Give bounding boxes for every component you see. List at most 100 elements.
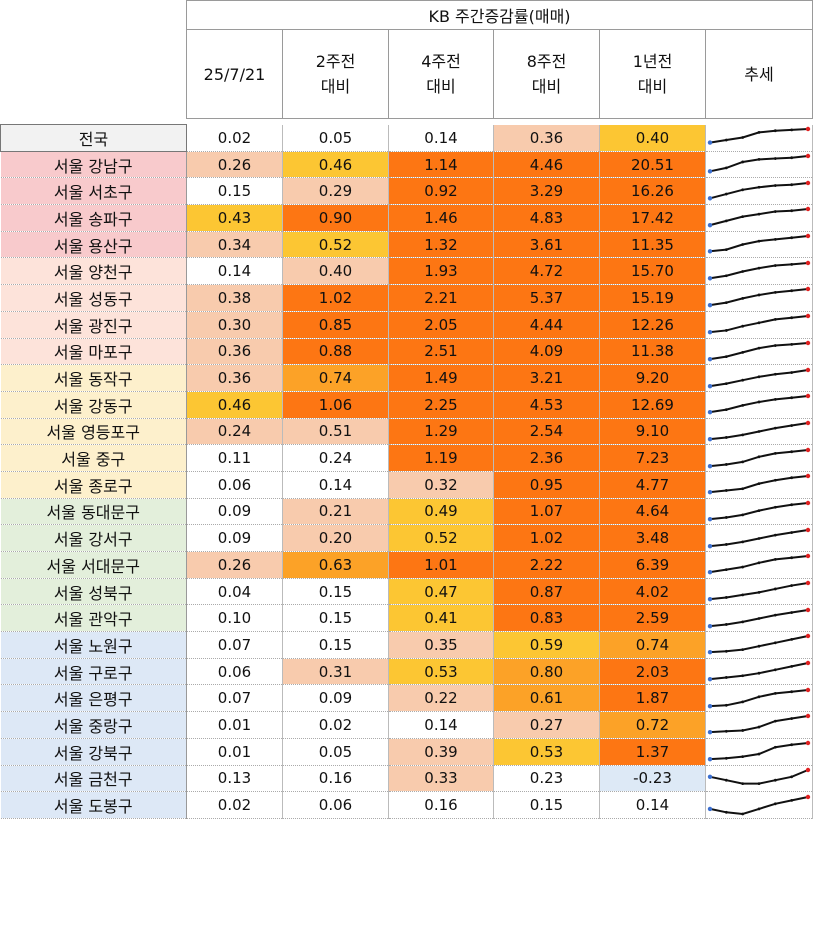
- value-cell: 4.46: [493, 151, 600, 179]
- value-cell: 0.22: [388, 684, 494, 713]
- trend-line: [709, 341, 809, 360]
- trend-line: [709, 395, 809, 414]
- trend-end-point: [805, 180, 811, 185]
- value-cell: 5.37: [493, 284, 600, 312]
- value-cell: 0.74: [282, 364, 389, 392]
- trend-point: [757, 346, 761, 350]
- trend-start-point: [707, 330, 713, 335]
- trend-point: [773, 343, 777, 347]
- value-cell: 0.32: [388, 471, 494, 499]
- trend-end-point: [805, 740, 811, 746]
- trend-point: [790, 342, 794, 346]
- trend-point: [741, 160, 745, 164]
- value-cell: 2.05: [388, 311, 494, 339]
- value-cell: 0.10: [186, 604, 283, 633]
- trend-point: [773, 398, 777, 402]
- trend-point: [790, 717, 794, 721]
- trend-sparkline: [707, 394, 811, 415]
- trend-point: [724, 810, 728, 814]
- trend-point: [757, 454, 761, 458]
- trend-sparkline-cell: [705, 231, 813, 259]
- trend-point: [790, 556, 794, 560]
- trend-point: [724, 274, 728, 277]
- trend-sparkline: [707, 580, 811, 602]
- trend-end-point: [805, 474, 811, 479]
- value-cell: 0.05: [282, 738, 389, 766]
- value-cell: 0.20: [282, 524, 389, 552]
- trend-end-point: [805, 233, 811, 239]
- value-cell: 1.46: [388, 204, 494, 232]
- trend-point: [724, 248, 728, 252]
- trend-end-point: [805, 126, 811, 132]
- trend-point: [773, 451, 777, 455]
- region-name: 서울 은평구: [0, 684, 187, 713]
- value-cell: 0.52: [282, 231, 389, 259]
- trend-point: [790, 128, 794, 132]
- column-header-line2: 대비: [320, 77, 351, 96]
- trend-start-point: [707, 463, 713, 468]
- trend-end-point: [805, 500, 811, 506]
- trend-point: [773, 801, 777, 805]
- trend-end-point: [805, 714, 811, 719]
- trend-sparkline: [707, 126, 811, 145]
- column-header-2: 4주전 대비: [388, 29, 494, 119]
- trend-sparkline-cell: [705, 444, 813, 472]
- region-name: 서울 마포구: [0, 338, 187, 366]
- trend-point: [757, 509, 761, 513]
- value-cell: 0.14: [282, 471, 389, 499]
- value-cell: 0.14: [388, 124, 494, 152]
- trend-sparkline-cell: [705, 631, 813, 659]
- trend-sparkline: [707, 313, 811, 335]
- region-name: 서울 강서구: [0, 524, 187, 552]
- column-header-1: 2주전 대비: [282, 29, 389, 119]
- trend-point: [773, 613, 777, 617]
- table-row: 서울 동대문구 0.09 0.21 0.49 1.07 4.64: [0, 498, 813, 526]
- value-cell: 0.15: [493, 791, 600, 819]
- trend-sparkline: [707, 207, 811, 228]
- trend-start-point: [707, 543, 713, 549]
- trend-point: [741, 540, 745, 543]
- trend-point: [724, 778, 728, 782]
- trend-sparkline: [707, 340, 811, 362]
- trend-point: [790, 503, 794, 507]
- trend-start-point: [707, 516, 713, 522]
- value-cell: 4.09: [493, 338, 600, 366]
- value-cell: 0.46: [282, 151, 389, 179]
- trend-sparkline: [707, 740, 811, 762]
- trend-end-point: [805, 394, 811, 399]
- value-cell: 2.59: [599, 604, 706, 633]
- value-cell: 9.10: [599, 418, 706, 446]
- value-cell: 12.26: [599, 311, 706, 339]
- trend-point: [757, 482, 761, 486]
- trend-point: [724, 192, 728, 196]
- value-cell: 0.14: [186, 257, 283, 286]
- region-name: 서울 동대문구: [0, 498, 187, 526]
- trend-sparkline: [707, 687, 811, 709]
- trend-point: [741, 812, 745, 815]
- trend-sparkline-cell: [705, 791, 813, 819]
- trend-point: [757, 671, 761, 675]
- value-cell: 0.02: [186, 791, 283, 819]
- region-name: 서울 영등포구: [0, 418, 187, 446]
- trend-point: [757, 561, 761, 565]
- table-row: 서울 동작구 0.36 0.74 1.49 3.21 9.20: [0, 364, 813, 392]
- trend-line: [709, 635, 809, 654]
- trend-start-point: [707, 303, 713, 308]
- value-cell: 2.21: [388, 284, 494, 312]
- trend-point: [741, 378, 745, 382]
- region-name: 서울 강북구: [0, 738, 187, 766]
- trend-point: [757, 131, 761, 134]
- trend-sparkline-cell: [705, 738, 813, 766]
- region-name: 서울 양천구: [0, 257, 187, 286]
- value-cell: 0.72: [599, 711, 706, 739]
- value-cell: 0.14: [388, 711, 494, 739]
- trend-end-point: [805, 340, 811, 346]
- value-cell: 2.51: [388, 338, 494, 366]
- table-row: 서울 금천구 0.13 0.16 0.33 0.23 -0.23: [0, 765, 813, 793]
- trend-sparkline-cell: [705, 204, 813, 232]
- trend-end-point: [805, 207, 811, 212]
- trend-sparkline-cell: [705, 684, 813, 713]
- trend-point: [790, 424, 794, 427]
- value-cell: 0.15: [282, 604, 389, 633]
- column-header-line1: 추세: [744, 64, 774, 84]
